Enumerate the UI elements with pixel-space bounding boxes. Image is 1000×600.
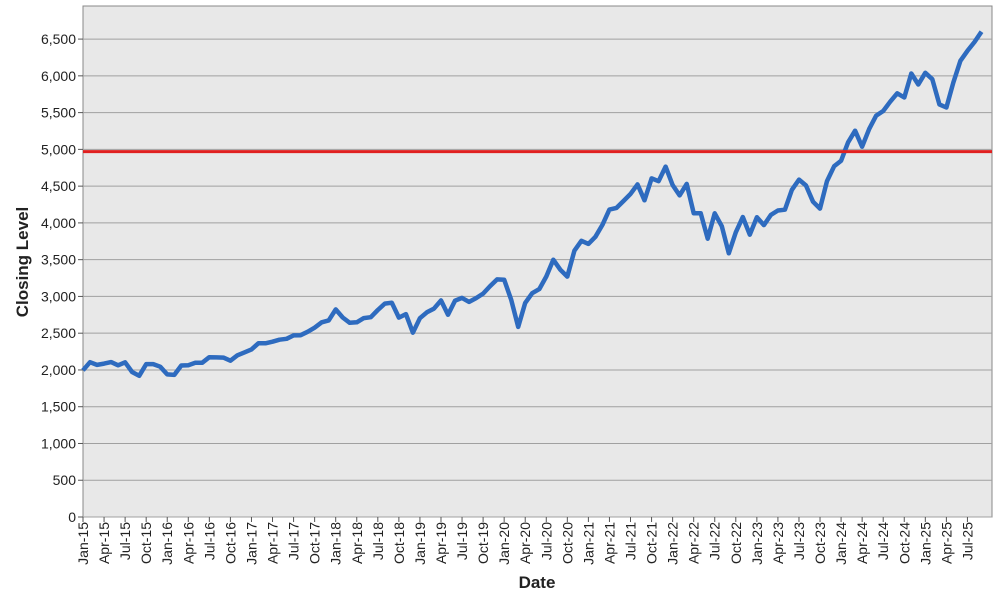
y-tick-label: 6,000 [41,68,76,84]
x-tick-label: Jan-16 [159,522,175,565]
y-tick-label: 1,000 [41,435,76,451]
x-tick-label: Oct-16 [222,522,238,564]
y-tick-label: 2,500 [41,325,76,341]
y-tick-label: 2,000 [41,362,76,378]
x-tick-label: Apr-25 [938,522,954,564]
x-tick-label: Apr-20 [517,522,533,564]
x-tick-label: Jul-16 [201,522,217,560]
x-tick-label: Jan-18 [328,522,344,565]
x-tick-label: Oct-19 [475,522,491,564]
plot-area [82,5,993,518]
x-tick-label: Jan-17 [243,522,259,565]
x-tick-label: Jan-25 [917,522,933,565]
y-axis-label: Closing Level [13,207,32,318]
x-tick-label: Jan-20 [496,522,512,565]
x-axis-label: Date [519,573,556,592]
x-tick-label: Oct-15 [138,522,154,564]
y-tick-label: 500 [53,472,77,488]
x-tick-label: Apr-22 [686,522,702,564]
x-tick-label: Jan-19 [412,522,428,565]
y-tick-label: 4,500 [41,178,76,194]
x-tick-label: Apr-24 [854,522,870,564]
x-tick-label: Oct-17 [307,522,323,564]
x-tick-label: Oct-18 [391,522,407,564]
x-tick-label: Jan-22 [665,522,681,565]
x-tick-label: Apr-15 [96,522,112,564]
x-tick-label: Apr-19 [433,522,449,564]
x-tick-label: Oct-21 [644,522,660,564]
x-tick-label: Jan-24 [833,522,849,565]
y-tick-label: 3,000 [41,288,76,304]
price-line [81,30,984,379]
y-tick-label: 5,500 [41,105,76,121]
y-tick-label: 6,500 [41,31,76,47]
x-tick-label: Apr-23 [770,522,786,564]
x-tick-label: Jul-19 [454,522,470,560]
x-tick-label: Jul-18 [370,522,386,560]
x-tick-label: Jan-23 [749,522,765,565]
y-tick-label: 4,000 [41,215,76,231]
x-tick-label: Jul-23 [791,522,807,560]
x-tick-label: Apr-16 [180,522,196,564]
x-tick-label: Jan-21 [580,522,596,565]
x-tick-label: Jul-21 [623,522,639,560]
x-tick-label: Oct-22 [728,522,744,564]
x-tick-label: Jul-24 [875,522,891,560]
x-tick-label: Jul-25 [959,522,975,560]
x-tick-label: Apr-17 [265,522,281,564]
y-tick-label: 3,500 [41,252,76,268]
x-tick-label: Oct-23 [812,522,828,564]
x-tick-label: Oct-20 [559,522,575,564]
x-tick-label: Jan-15 [75,522,91,565]
x-tick-label: Apr-21 [601,522,617,564]
y-tick-label: 5,000 [41,141,76,157]
x-tick-label: Oct-24 [896,522,912,564]
x-tick-label: Jul-20 [538,522,554,560]
y-tick-label: 0 [68,509,76,525]
x-tick-label: Jul-22 [707,522,723,560]
x-tick-label: Apr-18 [349,522,365,564]
x-tick-label: Jul-15 [117,522,133,560]
x-tick-label: Jul-17 [286,522,302,560]
y-tick-label: 1,500 [41,399,76,415]
